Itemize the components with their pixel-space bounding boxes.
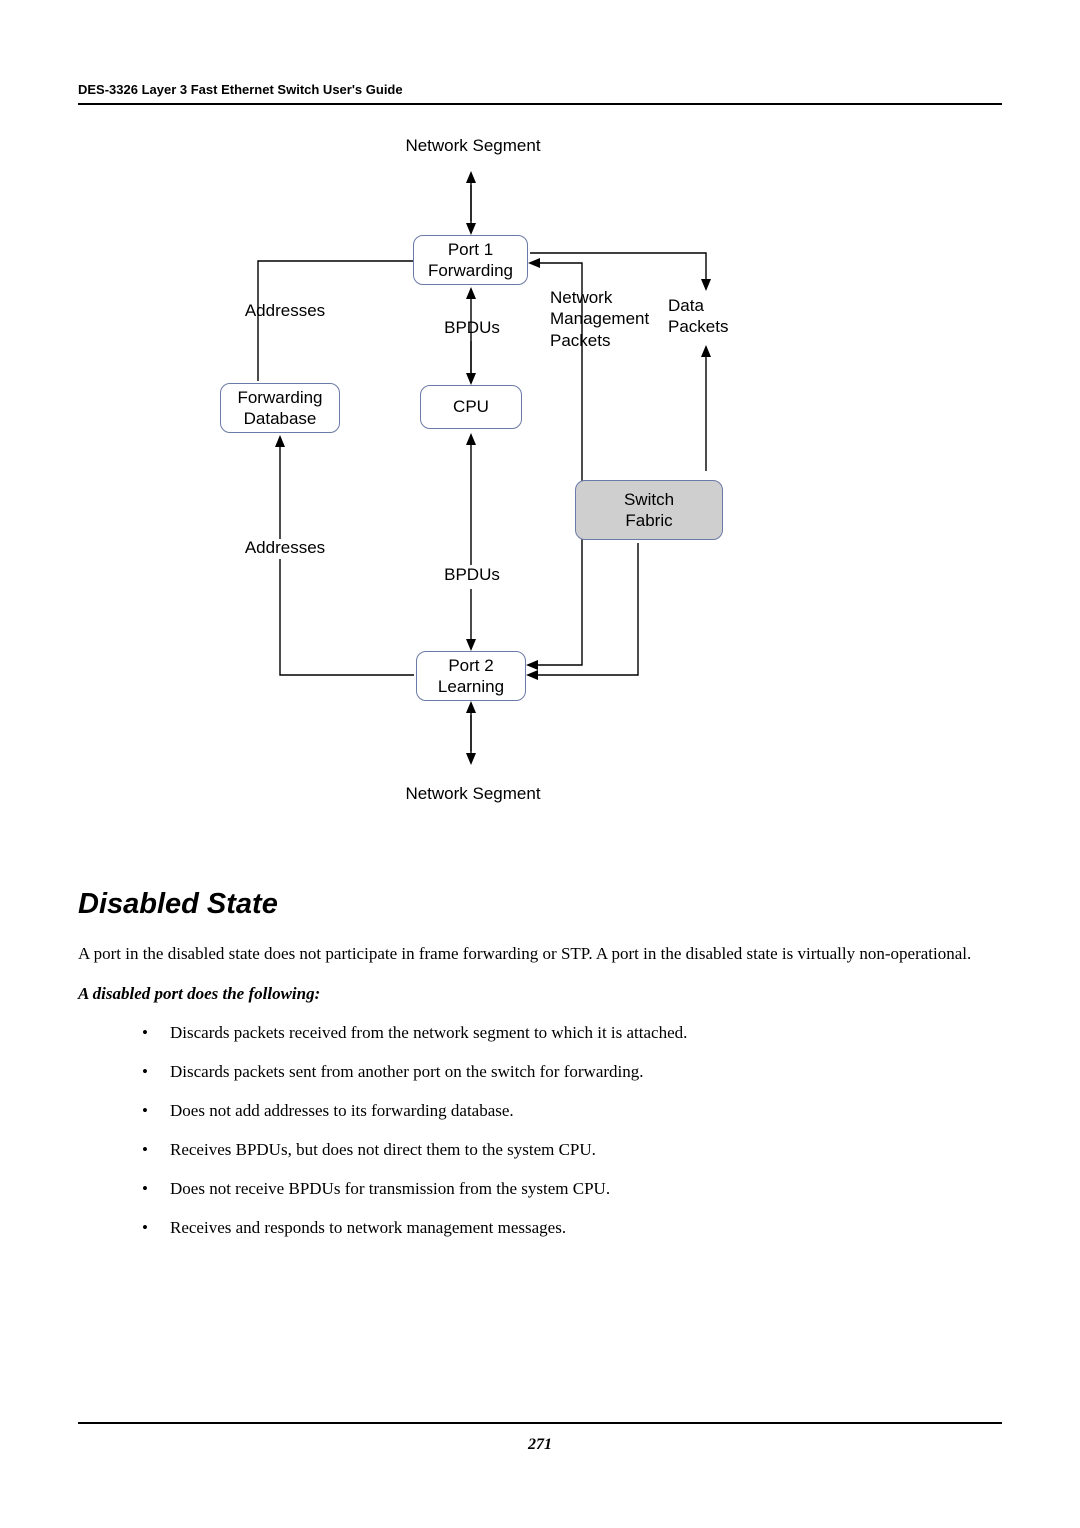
node-switch-fabric: Switch Fabric [575,480,723,540]
page-number: 271 [528,1436,552,1453]
section-title: Disabled State [78,888,1002,921]
node-fabric-line2: Fabric [625,510,672,531]
node-port1: Port 1 Forwarding [413,235,528,285]
node-forwarding-database: Forwarding Database [220,383,340,433]
label-bpdus-top: BPDUs [441,317,503,338]
node-port2-line2: Learning [438,676,504,697]
node-cpu-line1: CPU [453,396,489,417]
list-item: Does not add addresses to its forwarding… [142,1100,1002,1123]
label-network-segment-top: Network Segment [403,135,543,156]
page-header: DES-3326 Layer 3 Fast Ethernet Switch Us… [78,82,1002,105]
list-item: Discards packets sent from another port … [142,1061,1002,1084]
node-fabric-line1: Switch [624,489,674,510]
node-cpu: CPU [420,385,522,429]
node-port2: Port 2 Learning [416,651,526,701]
label-data-packets: Data Packets [668,295,728,338]
node-port1-line2: Forwarding [428,260,513,281]
bullets-list: Discards packets received from the netwo… [78,1022,1002,1240]
diagram-arrows [78,135,1002,860]
node-port1-line1: Port 1 [448,239,493,260]
list-item: Does not receive BPDUs for transmission … [142,1178,1002,1201]
label-bpdus-bottom: BPDUs [441,564,503,585]
node-fwdb-line1: Forwarding [237,387,322,408]
page-footer: 271 [78,1422,1002,1454]
header-title: DES-3326 Layer 3 Fast Ethernet Switch Us… [78,82,403,97]
label-addresses-top: Addresses [240,300,330,321]
stp-diagram: Network Segment Network Segment Addresse… [78,135,1002,860]
label-nm-packets: Network Management Packets [550,287,649,351]
list-item: Receives BPDUs, but does not direct them… [142,1139,1002,1162]
label-addresses-bottom: Addresses [240,537,330,558]
list-item: Discards packets received from the netwo… [142,1022,1002,1045]
node-port2-line1: Port 2 [448,655,493,676]
bullets-heading: A disabled port does the following: [78,984,1002,1004]
list-item: Receives and responds to network managem… [142,1217,1002,1240]
intro-paragraph: A port in the disabled state does not pa… [78,943,1002,966]
label-network-segment-bottom: Network Segment [403,783,543,804]
page-content: DES-3326 Layer 3 Fast Ethernet Switch Us… [78,82,1002,1256]
node-fwdb-line2: Database [244,408,317,429]
